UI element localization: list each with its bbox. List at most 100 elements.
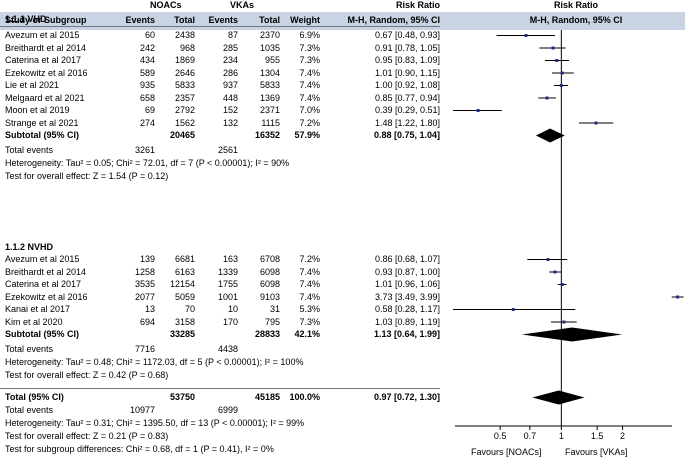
study-name: Breithardt et al 2014 bbox=[5, 266, 87, 277]
table-header-band bbox=[0, 12, 685, 30]
vka-events: 152 bbox=[222, 105, 238, 115]
point-estimate-square bbox=[555, 59, 559, 62]
subgroup-differences-test: Test for subgroup differences: Chi² = 0.… bbox=[5, 444, 274, 454]
study-name: Avezum et al 2015 bbox=[5, 30, 80, 40]
column-header-events-noac: Events bbox=[125, 15, 155, 25]
noac-events: 3535 bbox=[134, 279, 155, 289]
noac-events: 694 bbox=[139, 316, 155, 327]
study-weight: 7.2% bbox=[299, 254, 320, 264]
noac-total: 968 bbox=[179, 42, 195, 53]
total-weight: 100.0% bbox=[289, 392, 320, 402]
plot-header-method: M-H, Random, 95% CI bbox=[529, 15, 623, 25]
subtotal-weight: 57.9% bbox=[294, 130, 320, 140]
vka-total: 6098 bbox=[259, 279, 280, 289]
study-rr-ci: 0.86 [0.68, 1.07] bbox=[374, 254, 440, 264]
column-header-events-vka: Events bbox=[208, 15, 238, 25]
favours-noac-label: Favours [NOACs] bbox=[471, 447, 542, 457]
x-tick-label: 1 bbox=[559, 431, 564, 441]
study-rr-ci: 1.03 [0.89, 1.19] bbox=[374, 316, 440, 327]
vka-events: 170 bbox=[222, 316, 238, 327]
point-estimate-square bbox=[562, 320, 566, 324]
study-name: Ezekowitz et al 2016 bbox=[5, 291, 88, 302]
total-events-label: Total events bbox=[5, 344, 54, 354]
noac-total: 5059 bbox=[174, 291, 195, 302]
noac-events: 589 bbox=[139, 67, 155, 78]
total-noac-total: 53750 bbox=[169, 392, 195, 402]
noac-events: 13 bbox=[144, 304, 155, 314]
vka-events: 1339 bbox=[217, 266, 238, 277]
noac-events: 434 bbox=[139, 55, 155, 65]
point-estimate-square bbox=[546, 258, 550, 261]
vka-events: 10 bbox=[227, 304, 238, 314]
column-header-method: M-H, Random, 95% CI bbox=[347, 15, 440, 25]
subtotal-label: Subtotal (95% CI) bbox=[5, 130, 80, 140]
noac-total: 2438 bbox=[174, 30, 195, 40]
vka-total: 6098 bbox=[259, 266, 280, 277]
point-estimate-square bbox=[511, 308, 515, 311]
noac-events: 69 bbox=[144, 105, 155, 115]
noac-events: 274 bbox=[139, 117, 155, 128]
study-rr-ci: 0.85 [0.77, 0.94] bbox=[374, 92, 440, 103]
study-weight: 7.2% bbox=[299, 117, 320, 128]
point-estimate-square bbox=[551, 46, 555, 50]
point-estimate-square bbox=[545, 96, 549, 100]
pooled-estimate-diamond bbox=[532, 390, 585, 405]
total-label: Total (95% CI) bbox=[5, 392, 64, 402]
study-name: Caterina et al 2017 bbox=[5, 279, 82, 289]
heterogeneity-stat: Heterogeneity: Tau² = 0.48; Chi² = 1172.… bbox=[5, 357, 304, 367]
point-estimate-square bbox=[559, 84, 563, 87]
section-title: 1.1.1 VHD bbox=[5, 14, 47, 24]
vka-total: 795 bbox=[264, 316, 280, 327]
divider bbox=[0, 388, 440, 389]
subtotal-noac-total: 33285 bbox=[169, 329, 195, 339]
column-header-weight: Weight bbox=[290, 15, 320, 25]
noac-total: 6163 bbox=[174, 266, 195, 277]
noac-total: 1869 bbox=[174, 55, 195, 65]
total-events-label: Total events bbox=[5, 145, 54, 155]
total-events-noac: 3261 bbox=[134, 145, 155, 155]
noac-total: 1562 bbox=[174, 117, 195, 128]
divider bbox=[0, 26, 440, 27]
point-estimate-square bbox=[594, 121, 598, 125]
noac-events: 60 bbox=[144, 30, 155, 40]
x-tick-label: 0.7 bbox=[524, 431, 537, 441]
noac-events: 1258 bbox=[134, 266, 155, 277]
study-name: Strange et al 2021 bbox=[5, 117, 79, 128]
study-name: Melgaard et al 2021 bbox=[5, 92, 85, 103]
pooled-estimate-diamond bbox=[521, 327, 623, 342]
x-tick-label: 0.5 bbox=[494, 431, 507, 441]
vka-events: 937 bbox=[222, 80, 238, 90]
vka-events: 1001 bbox=[217, 291, 238, 302]
overall-heterogeneity: Heterogeneity: Tau² = 0.31; Chi² = 1395.… bbox=[5, 418, 305, 428]
vka-total: 2370 bbox=[259, 30, 280, 40]
subtotal-rr-ci: 1.13 [0.64, 1.99] bbox=[373, 329, 440, 339]
total-events-noac: 7716 bbox=[134, 344, 155, 354]
subtotal-weight: 42.1% bbox=[294, 329, 320, 339]
noac-total: 6681 bbox=[174, 254, 195, 264]
study-weight: 6.9% bbox=[299, 30, 320, 40]
study-rr-ci: 1.01 [0.90, 1.15] bbox=[374, 67, 440, 78]
section-title: 1.1.2 NVHD bbox=[5, 242, 54, 252]
total-events-vka: 2561 bbox=[217, 145, 238, 155]
noac-total: 2792 bbox=[174, 105, 195, 115]
vka-events: 163 bbox=[222, 254, 238, 264]
study-name: Breithardt et al 2014 bbox=[5, 42, 87, 53]
vka-events: 1755 bbox=[217, 279, 238, 289]
vka-group-header: VKAs bbox=[230, 0, 255, 10]
point-estimate-square bbox=[553, 270, 557, 274]
vka-total: 5833 bbox=[259, 80, 280, 90]
vka-events: 234 bbox=[222, 55, 238, 65]
vka-events: 286 bbox=[222, 67, 238, 78]
vka-total: 6708 bbox=[259, 254, 280, 264]
column-header-study: Study or Subgroup bbox=[5, 15, 87, 25]
vka-total: 1304 bbox=[259, 67, 280, 78]
study-rr-ci: 3.73 [3.49, 3.99] bbox=[374, 291, 440, 302]
study-weight: 7.4% bbox=[299, 279, 320, 289]
vka-events: 87 bbox=[227, 30, 238, 40]
noac-total: 70 bbox=[184, 304, 195, 314]
subtotal-vka-total: 28833 bbox=[254, 329, 280, 339]
study-name: Ezekowitz et al 2016 bbox=[5, 67, 88, 78]
noac-events: 935 bbox=[139, 80, 155, 90]
nonac-group-header: NOACs bbox=[150, 0, 182, 10]
